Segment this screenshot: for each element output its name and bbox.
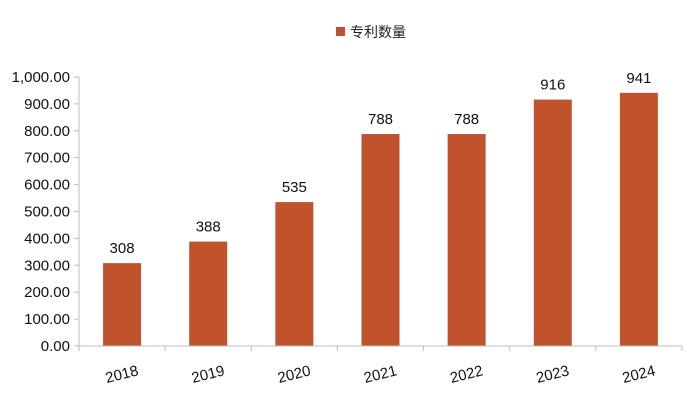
x-tick-label: 2023 [534, 362, 570, 387]
y-tick-label: 100.00 [24, 311, 70, 328]
y-tick-label: 300.00 [24, 257, 70, 274]
data-label: 308 [110, 240, 135, 257]
y-tick-label: 800.00 [24, 123, 70, 140]
legend: 专利数量 [336, 25, 406, 41]
y-tick-label: 400.00 [24, 230, 70, 247]
x-axis: 2018 2019 2020 2021 2022 2023 2024 [78, 345, 683, 387]
bar [275, 202, 314, 346]
x-tick-label: 2019 [190, 362, 226, 387]
x-tick-label: 2021 [362, 362, 398, 387]
x-tick-label: 2020 [276, 362, 312, 387]
data-label: 535 [282, 179, 307, 196]
bar [189, 241, 228, 346]
data-label: 941 [626, 70, 651, 87]
x-tick-label: 2024 [621, 362, 657, 387]
bar [533, 99, 572, 346]
y-tick-label: 0.00 [41, 338, 70, 355]
x-tick-label: 2022 [448, 362, 484, 387]
legend-label: 专利数量 [350, 25, 406, 41]
bar [619, 92, 658, 346]
bar [447, 134, 486, 346]
data-label: 788 [368, 111, 393, 128]
bar [361, 134, 400, 346]
y-tick-label: 700.00 [24, 150, 70, 167]
y-axis: 0.00 100.00 200.00 300.00 400.00 500.00 600.00… [12, 69, 80, 355]
bars [103, 92, 658, 346]
data-label: 388 [196, 219, 221, 236]
data-label: 788 [454, 111, 479, 128]
data-label: 916 [540, 77, 565, 94]
x-tick-label: 2018 [104, 362, 140, 387]
bar [103, 263, 142, 346]
legend-swatch [336, 27, 345, 36]
data-labels: 308 388 535 788 788 916 941 [110, 70, 652, 257]
y-tick-label: 200.00 [24, 284, 70, 301]
y-tick-label: 600.00 [24, 177, 70, 194]
y-tick-label: 500.00 [24, 204, 70, 221]
y-tick-label: 900.00 [24, 96, 70, 113]
y-tick-label: 1,000.00 [12, 69, 70, 86]
